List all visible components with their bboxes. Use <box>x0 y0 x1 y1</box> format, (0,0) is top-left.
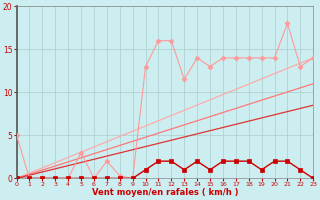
X-axis label: Vent moyen/en rafales ( km/h ): Vent moyen/en rafales ( km/h ) <box>92 188 238 197</box>
